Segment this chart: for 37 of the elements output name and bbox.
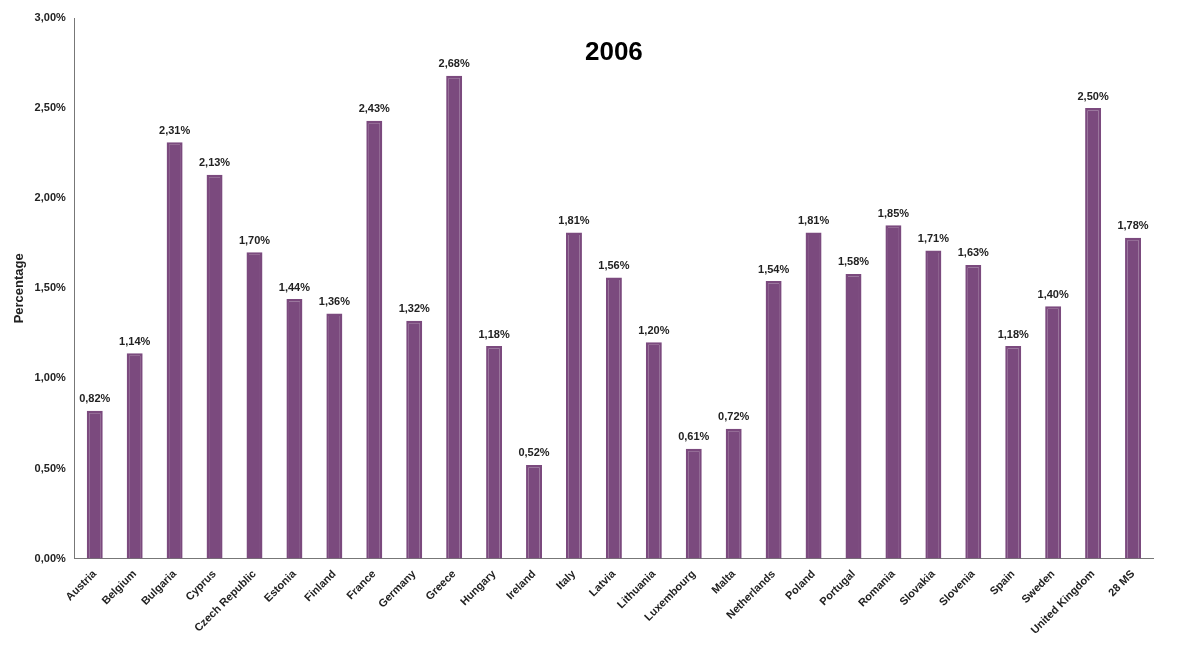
data-label: 1,58% <box>837 255 870 268</box>
data-label: 1,44% <box>278 280 311 293</box>
y-tick-label: 1,50% <box>34 281 66 294</box>
y-tick-label: 1,00% <box>34 371 66 384</box>
data-label: 0,61% <box>678 430 710 443</box>
data-label: 1,40% <box>1037 287 1069 300</box>
text: 2006 <box>584 36 643 67</box>
y-tick-label: 0,00% <box>34 551 66 564</box>
data-label: 1,63% <box>957 246 990 259</box>
y-tick-label: 0,50% <box>34 461 66 474</box>
data-label: 0,52% <box>518 446 550 459</box>
data-label: 0,72% <box>718 410 750 423</box>
data-label: 1,32% <box>398 302 431 315</box>
data-label: 1,14% <box>119 334 151 347</box>
data-label: 2,13% <box>198 156 231 169</box>
data-label: 1,20% <box>638 323 670 336</box>
data-label: 1,18% <box>997 327 1030 340</box>
y-tick-label: 3,00% <box>34 11 66 24</box>
data-label: 1,81% <box>558 213 590 226</box>
data-label: 1,70% <box>238 233 271 246</box>
data-label: 0,82% <box>79 392 111 405</box>
data-label: 1,85% <box>877 206 910 219</box>
data-label: 1,56% <box>598 259 630 272</box>
data-label: 2,31% <box>159 123 191 136</box>
data-label: 2,50% <box>1077 89 1109 102</box>
data-label: 1,78% <box>1117 219 1149 232</box>
data-label: 1,71% <box>917 231 950 244</box>
data-label: 1,18% <box>478 327 510 340</box>
data-label: 2,68% <box>438 57 470 70</box>
y-axis-title: Percentage <box>11 253 27 324</box>
x-tick-label: 28 MS <box>1105 567 1137 599</box>
data-label: 1,36% <box>318 295 351 308</box>
y-tick-label: 2,00% <box>34 191 66 204</box>
data-label: 1,54% <box>758 262 790 275</box>
data-label: 1,81% <box>797 213 830 226</box>
data-label: 2,43% <box>358 102 391 115</box>
y-tick-label: 2,50% <box>34 101 66 114</box>
